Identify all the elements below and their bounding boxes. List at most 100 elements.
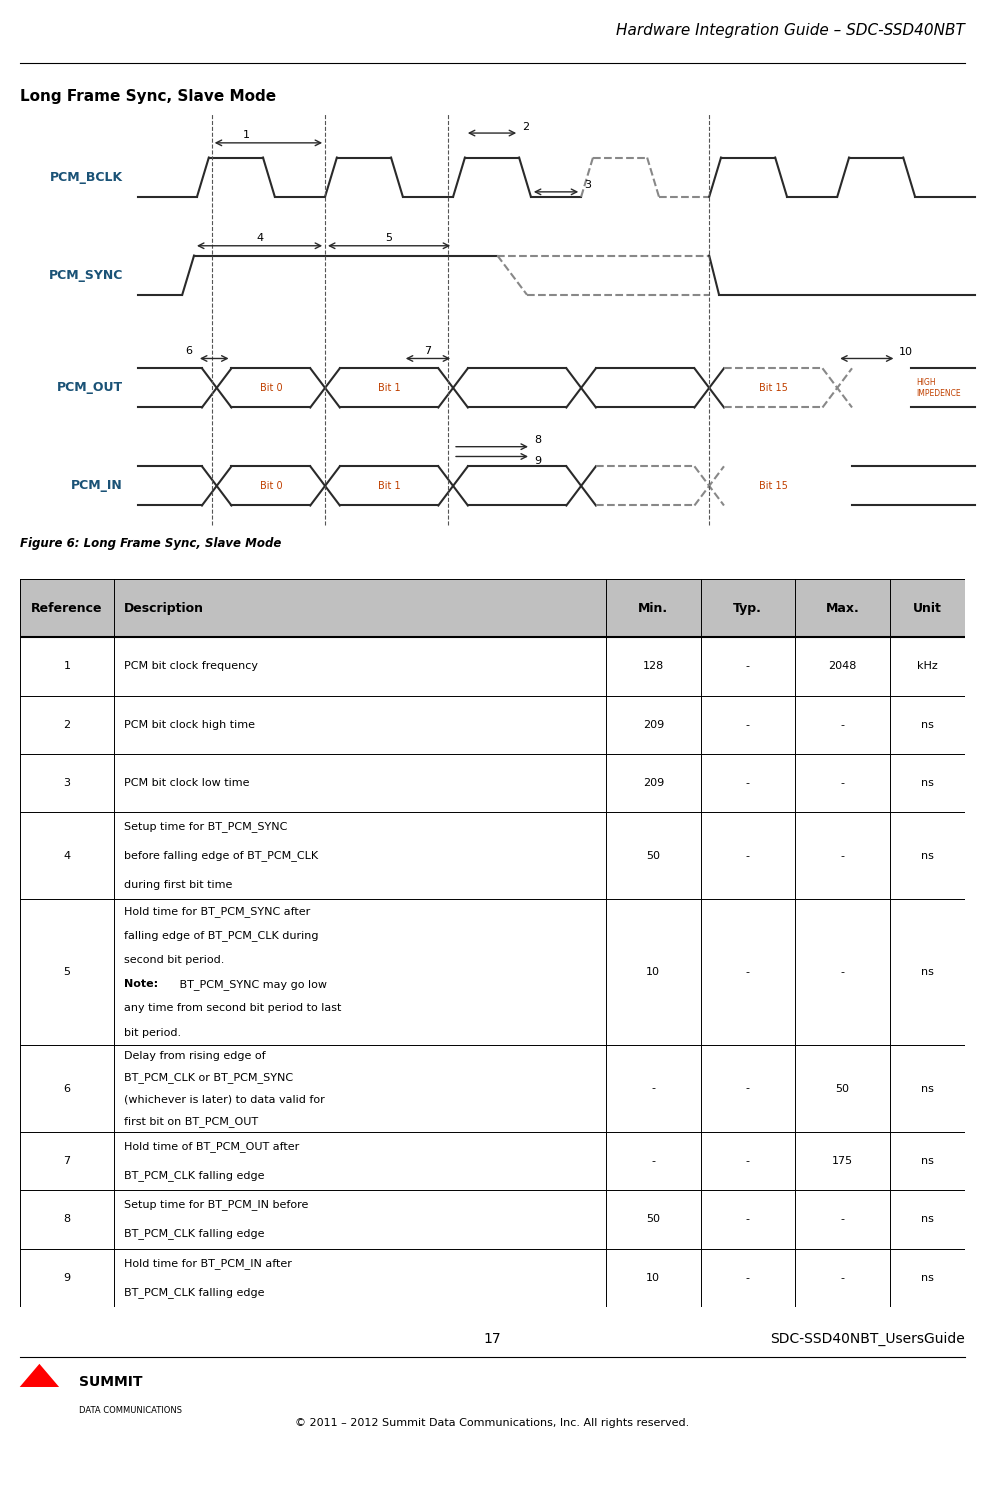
Text: PCM_SYNC: PCM_SYNC	[48, 269, 123, 282]
Text: PCM bit clock low time: PCM bit clock low time	[124, 778, 249, 789]
Text: PCM_IN: PCM_IN	[71, 480, 123, 493]
Text: before falling edge of BT_PCM_CLK: before falling edge of BT_PCM_CLK	[124, 851, 318, 861]
Text: Typ.: Typ.	[734, 601, 762, 615]
Text: ns: ns	[921, 778, 934, 789]
Text: BT_PCM_CLK falling edge: BT_PCM_CLK falling edge	[124, 1228, 264, 1240]
Text: 9: 9	[63, 1273, 71, 1283]
Text: BT_PCM_CLK falling edge: BT_PCM_CLK falling edge	[124, 1287, 264, 1298]
Text: SDC-SSD40NBT_UsersGuide: SDC-SSD40NBT_UsersGuide	[770, 1332, 965, 1345]
Text: © 2011 – 2012 Summit Data Communications, Inc. All rights reserved.: © 2011 – 2012 Summit Data Communications…	[296, 1418, 690, 1427]
Text: 5: 5	[63, 967, 71, 977]
Text: -: -	[840, 778, 844, 789]
Text: 7: 7	[425, 346, 431, 356]
Text: 50: 50	[646, 1215, 660, 1225]
Text: 7: 7	[63, 1157, 71, 1166]
Text: 3: 3	[584, 180, 591, 190]
Text: 1: 1	[63, 661, 71, 671]
Text: 50: 50	[646, 851, 660, 861]
Text: 10: 10	[646, 967, 660, 977]
Text: 8: 8	[63, 1215, 71, 1225]
Text: 3: 3	[63, 778, 71, 789]
Text: -: -	[840, 720, 844, 729]
Text: Hold time of BT_PCM_OUT after: Hold time of BT_PCM_OUT after	[124, 1142, 299, 1152]
Text: 17: 17	[484, 1332, 501, 1345]
Text: falling edge of BT_PCM_CLK during: falling edge of BT_PCM_CLK during	[124, 930, 318, 941]
Text: 4: 4	[256, 233, 263, 244]
Text: 6: 6	[185, 346, 192, 356]
Text: Reference: Reference	[32, 601, 102, 615]
Text: Description: Description	[124, 601, 204, 615]
Text: HIGH
IMPEDENCE: HIGH IMPEDENCE	[916, 379, 960, 398]
Text: -: -	[746, 720, 750, 729]
Text: 2: 2	[63, 720, 71, 729]
Text: Setup time for BT_PCM_SYNC: Setup time for BT_PCM_SYNC	[124, 821, 287, 832]
Text: 209: 209	[642, 778, 664, 789]
Text: -: -	[746, 967, 750, 977]
Text: -: -	[746, 1273, 750, 1283]
Text: -: -	[651, 1157, 655, 1166]
Text: ns: ns	[921, 720, 934, 729]
Text: -: -	[746, 1084, 750, 1093]
Text: PCM bit clock high time: PCM bit clock high time	[124, 720, 255, 729]
Text: Bit 15: Bit 15	[758, 481, 788, 492]
Text: Bit 15: Bit 15	[758, 383, 788, 394]
Text: 8: 8	[534, 435, 541, 445]
Text: Setup time for BT_PCM_IN before: Setup time for BT_PCM_IN before	[124, 1200, 308, 1210]
Text: -: -	[840, 1215, 844, 1225]
Text: 10: 10	[646, 1273, 660, 1283]
Text: kHz: kHz	[917, 661, 938, 671]
Text: 209: 209	[642, 720, 664, 729]
Text: ns: ns	[921, 1157, 934, 1166]
Polygon shape	[20, 1363, 59, 1387]
Text: Long Frame Sync, Slave Mode: Long Frame Sync, Slave Mode	[20, 89, 276, 104]
Bar	[20, 579, 965, 637]
Text: bit period.: bit period.	[124, 1028, 181, 1038]
Text: Note:: Note:	[124, 979, 158, 989]
Text: BT_PCM_SYNC may go low: BT_PCM_SYNC may go low	[175, 979, 327, 989]
Text: ns: ns	[921, 1215, 934, 1225]
Text: 1: 1	[242, 131, 250, 141]
Text: -: -	[746, 1215, 750, 1225]
Text: Hold time for BT_PCM_SYNC after: Hold time for BT_PCM_SYNC after	[124, 906, 310, 916]
Text: 128: 128	[642, 661, 664, 671]
Text: ns: ns	[921, 967, 934, 977]
Text: -: -	[746, 778, 750, 789]
Text: 5: 5	[385, 233, 393, 244]
Text: Figure 6: Long Frame Sync, Slave Mode: Figure 6: Long Frame Sync, Slave Mode	[20, 536, 281, 549]
Text: -: -	[840, 851, 844, 861]
Text: BT_PCM_CLK or BT_PCM_SYNC: BT_PCM_CLK or BT_PCM_SYNC	[124, 1072, 293, 1083]
Text: Hold time for BT_PCM_IN after: Hold time for BT_PCM_IN after	[124, 1258, 292, 1268]
Text: BT_PCM_CLK falling edge: BT_PCM_CLK falling edge	[124, 1170, 264, 1181]
Text: 50: 50	[835, 1084, 849, 1093]
Text: ns: ns	[921, 1084, 934, 1093]
Text: -: -	[840, 967, 844, 977]
Text: Unit: Unit	[913, 601, 942, 615]
Text: -: -	[651, 1084, 655, 1093]
Text: any time from second bit period to last: any time from second bit period to last	[124, 1004, 341, 1013]
Text: Bit 0: Bit 0	[260, 383, 282, 394]
Text: PCM_BCLK: PCM_BCLK	[50, 171, 123, 184]
Text: 9: 9	[534, 456, 541, 466]
Text: 6: 6	[63, 1084, 71, 1093]
Text: ns: ns	[921, 851, 934, 861]
Text: PCM bit clock frequency: PCM bit clock frequency	[124, 661, 258, 671]
Text: Hardware Integration Guide – SDC-SSD40NBT: Hardware Integration Guide – SDC-SSD40NB…	[617, 22, 965, 37]
Text: SUMMIT: SUMMIT	[79, 1375, 142, 1388]
Text: PCM_OUT: PCM_OUT	[57, 382, 123, 395]
Text: during first bit time: during first bit time	[124, 879, 232, 890]
Text: DATA COMMUNICATIONS: DATA COMMUNICATIONS	[79, 1406, 182, 1415]
Text: -: -	[746, 1157, 750, 1166]
Text: 2048: 2048	[828, 661, 857, 671]
Text: ns: ns	[921, 1273, 934, 1283]
Text: 2: 2	[522, 122, 529, 132]
Text: second bit period.: second bit period.	[124, 955, 225, 965]
Text: Max.: Max.	[825, 601, 859, 615]
Text: 175: 175	[831, 1157, 853, 1166]
Text: -: -	[746, 661, 750, 671]
Text: 10: 10	[899, 347, 913, 356]
Text: Min.: Min.	[638, 601, 668, 615]
Text: first bit on BT_PCM_OUT: first bit on BT_PCM_OUT	[124, 1115, 258, 1127]
Text: (whichever is later) to data valid for: (whichever is later) to data valid for	[124, 1094, 324, 1105]
Text: Bit 1: Bit 1	[378, 481, 400, 492]
Text: Delay from rising edge of: Delay from rising edge of	[124, 1051, 265, 1060]
